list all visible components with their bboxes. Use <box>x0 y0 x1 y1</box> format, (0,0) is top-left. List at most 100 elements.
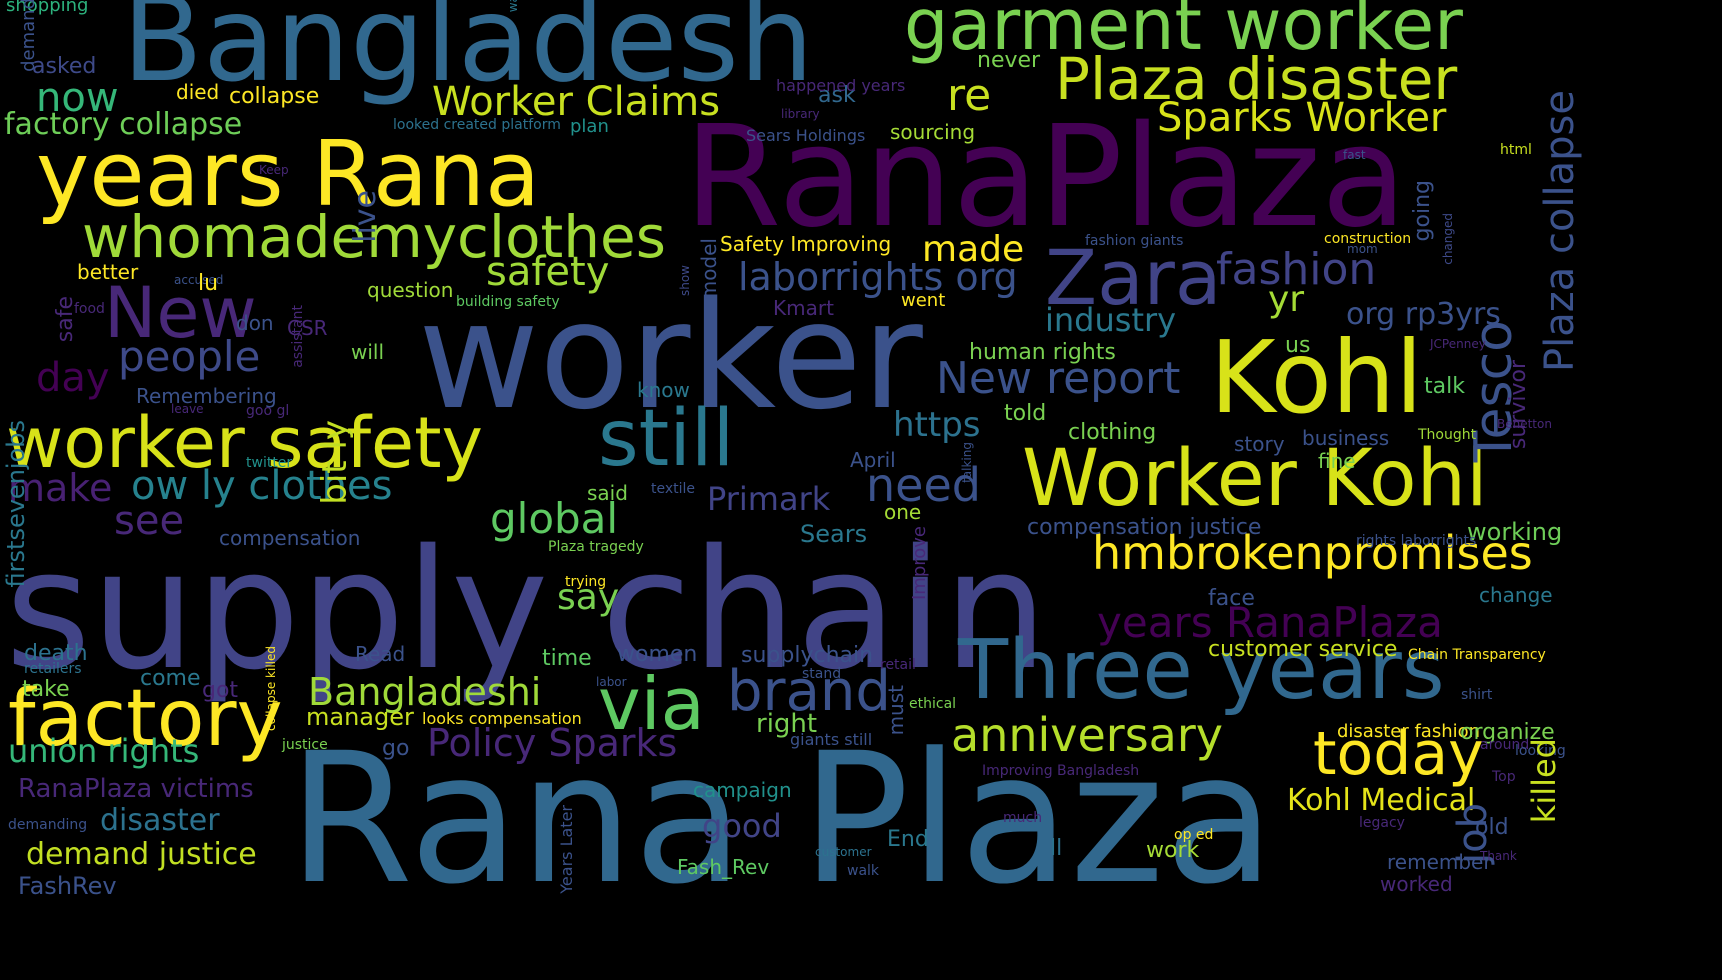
cloud-word: Primark <box>707 480 831 518</box>
cloud-word: us <box>1285 333 1311 358</box>
cloud-word: died <box>176 80 220 104</box>
cloud-word: need <box>866 458 981 512</box>
cloud-word: Improve <box>909 526 930 601</box>
cloud-word: factory <box>8 674 283 764</box>
cloud-word: change <box>1479 583 1553 607</box>
cloud-word: better <box>77 260 139 284</box>
cloud-word: will <box>351 340 385 364</box>
cloud-word: anniversary <box>951 708 1224 762</box>
cloud-word: said <box>587 481 628 505</box>
cloud-word: trying <box>565 574 607 590</box>
cloud-word: demand <box>18 0 39 72</box>
cloud-word: garment worker <box>904 0 1463 66</box>
cloud-word: goo gl <box>246 403 290 419</box>
cloud-word: Thank <box>1480 849 1517 863</box>
cloud-word: justice <box>282 737 328 753</box>
cloud-word: ow ly clothes <box>131 463 393 509</box>
cloud-word: go <box>382 736 410 761</box>
cloud-word: know <box>637 378 690 402</box>
cloud-word: legacy <box>1359 815 1405 831</box>
cloud-word: Rana Plaza <box>288 715 1275 924</box>
cloud-word: looked created platform <box>393 117 561 133</box>
cloud-word: years RanaPlaza <box>1097 598 1443 647</box>
cloud-word: stand <box>802 666 842 682</box>
cloud-word: supplychain <box>741 643 874 668</box>
cloud-word: sourcing <box>890 120 976 144</box>
cloud-word: make <box>8 466 113 510</box>
cloud-word: Bangladeshi <box>308 670 542 714</box>
cloud-word: got <box>202 678 239 703</box>
cloud-word: went <box>901 290 946 311</box>
cloud-word: Sparks Worker <box>1157 95 1447 141</box>
cloud-word: Kohl <box>1210 319 1423 436</box>
cloud-word: asked <box>32 54 97 79</box>
cloud-word: come <box>140 666 201 691</box>
cloud-word: business <box>1302 426 1390 450</box>
cloud-word: html <box>1500 142 1532 158</box>
cloud-word: Years Later <box>557 805 576 894</box>
cloud-word: killed <box>1525 738 1563 824</box>
cloud-word: years Rana <box>36 122 541 227</box>
cloud-word: org rp3yrs <box>1346 297 1501 332</box>
cloud-word: ask <box>818 83 856 108</box>
cloud-word: question <box>367 278 454 302</box>
cloud-word: Bangladesh <box>122 0 814 108</box>
cloud-word: Thought <box>1418 427 1477 443</box>
cloud-word: RanaPlaza victims <box>18 774 254 804</box>
cloud-word: walk <box>847 863 880 879</box>
cloud-word: Kmart <box>773 296 834 320</box>
cloud-word: remember <box>1387 850 1492 874</box>
cloud-word: model <box>697 238 721 301</box>
cloud-word: Remembering <box>136 384 277 408</box>
cloud-word: twitter <box>246 455 293 471</box>
cloud-word: told <box>1004 401 1047 426</box>
cloud-word: compensation justice <box>1027 515 1262 540</box>
cloud-word: shopping <box>6 0 89 16</box>
cloud-word: worker <box>418 270 923 442</box>
cloud-word: manager <box>306 703 414 731</box>
cloud-word: Fash_Rev <box>677 855 770 879</box>
cloud-word: story <box>1234 432 1285 456</box>
cloud-word: giants still <box>790 730 873 749</box>
cloud-word: worked <box>1380 872 1453 896</box>
cloud-word: right <box>756 709 818 739</box>
cloud-word: women <box>617 642 698 667</box>
cloud-word: compensation <box>219 526 361 550</box>
cloud-word: Worker Kohl <box>1022 434 1488 524</box>
cloud-word: CSR <box>287 316 328 340</box>
cloud-word: supply chain <box>5 514 1048 706</box>
cloud-word: looks compensation <box>422 709 582 728</box>
cloud-word: lu <box>198 271 219 296</box>
cloud-word: Sears Holdings <box>746 126 866 145</box>
cloud-word: https <box>893 405 981 445</box>
cloud-word: customer <box>815 845 872 859</box>
cloud-word: food <box>74 301 105 317</box>
cloud-word: clothing <box>1068 420 1157 445</box>
cloud-word: Plaza disaster <box>1055 45 1458 113</box>
cloud-word: End <box>887 827 929 852</box>
cloud-word: construction <box>1324 231 1412 247</box>
cloud-word: factory collapse <box>4 107 243 142</box>
cloud-word: people <box>118 332 261 381</box>
cloud-word: fast <box>1343 148 1366 162</box>
cloud-word: now <box>36 75 119 121</box>
cloud-word: Benetton <box>1497 417 1552 431</box>
cloud-word: never <box>977 48 1041 73</box>
cloud-word: Zara <box>1045 233 1222 322</box>
cloud-word: rights laborrights <box>1356 533 1477 549</box>
cloud-word: made <box>922 229 1025 270</box>
cloud-word: one <box>884 500 922 524</box>
cloud-word: fashion <box>1216 244 1377 295</box>
cloud-word: talking <box>960 442 974 483</box>
cloud-word: global <box>490 494 619 543</box>
cloud-word: looking <box>1515 743 1566 759</box>
cloud-word: today <box>1313 719 1484 789</box>
cloud-word: leave <box>171 402 204 416</box>
cloud-word: old <box>1475 815 1509 840</box>
cloud-word: organize <box>1460 720 1555 745</box>
cloud-word: re <box>947 70 992 121</box>
cloud-word: take <box>22 677 70 702</box>
cloud-word: demanding <box>8 817 88 833</box>
cloud-word: accused <box>174 273 224 287</box>
cloud-word: collapse <box>229 84 320 109</box>
